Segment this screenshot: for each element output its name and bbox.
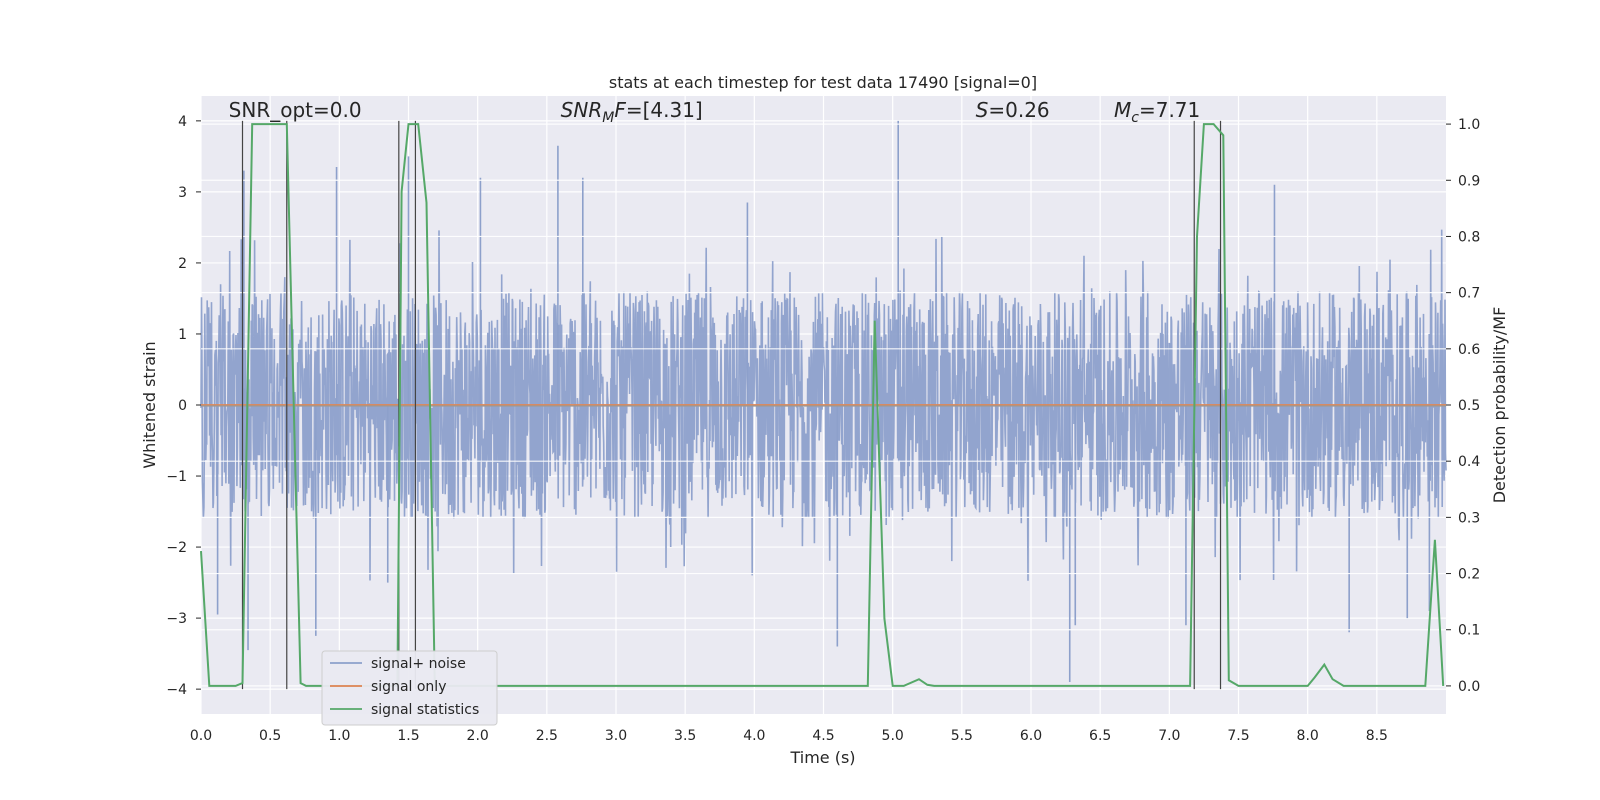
x-axis-label: Time (s) xyxy=(789,748,855,767)
legend-label-signal-only: signal only xyxy=(371,679,446,695)
annotation-3: Mc=7.71 xyxy=(1114,98,1200,126)
x-tick-label-13: 6.5 xyxy=(1089,728,1111,744)
x-tick-label-10: 5.0 xyxy=(882,728,904,744)
x-tick-label-14: 7.0 xyxy=(1158,728,1180,744)
y-left-tick-label-4: 0 xyxy=(178,398,187,414)
x-tick-label-17: 8.5 xyxy=(1366,728,1388,744)
x-tick-label-16: 8.0 xyxy=(1297,728,1319,744)
x-tick-label-7: 3.5 xyxy=(674,728,696,744)
y-right-tick-label-5: 0.5 xyxy=(1458,398,1480,414)
x-tick-label-12: 6.0 xyxy=(1020,728,1042,744)
x-tick-label-15: 7.5 xyxy=(1227,728,1249,744)
y-axis-left-label: Whitened strain xyxy=(140,341,159,468)
y-axis-right-label: Detection probability/MF xyxy=(1490,307,1509,504)
annotation-1: SNRMF=[4.31] xyxy=(561,98,703,126)
annotations: SNR_opt=0.0 SNRMF=[4.31] S=0.26 Mc=7.71 xyxy=(229,98,1201,126)
series-signal-only xyxy=(201,404,1446,407)
x-tick-label-2: 1.0 xyxy=(328,728,350,744)
y-right-tick-label-1: 0.1 xyxy=(1458,623,1480,639)
x-tick-label-4: 2.0 xyxy=(467,728,489,744)
y-left-tick-label-2: −2 xyxy=(166,540,187,556)
y-left-tick-labels: −4 −3 −2 −1 0 1 2 3 4 xyxy=(166,114,201,698)
y-right-tick-label-10: 1.0 xyxy=(1458,117,1480,133)
x-tick-label-9: 4.5 xyxy=(812,728,834,744)
x-tick-label-0: 0.0 xyxy=(190,728,212,744)
x-tick-label-6: 3.0 xyxy=(605,728,627,744)
legend-label-signal-statistics: signal statistics xyxy=(371,702,479,718)
y-right-tick-labels: 0.0 0.1 0.2 0.3 0.4 0.5 0.6 0.7 0.8 0.9 1.0 xyxy=(1446,117,1480,695)
y-left-tick-label-3: −1 xyxy=(166,469,187,485)
y-right-tick-label-3: 0.3 xyxy=(1458,510,1480,526)
x-tick-labels: 0.0 0.5 1.0 1.5 2.0 2.5 3.0 3.5 4.0 4.5 5.0 5.5 6.0 6… xyxy=(190,728,1388,744)
y-right-tick-label-8: 0.8 xyxy=(1458,229,1480,245)
y-left-tick-label-1: −3 xyxy=(166,611,187,627)
annotation-2: S=0.26 xyxy=(976,98,1050,122)
y-right-tick-label-2: 0.2 xyxy=(1458,567,1480,583)
y-right-tick-label-9: 0.9 xyxy=(1458,173,1480,189)
legend-box xyxy=(321,650,498,726)
y-right-tick-label-0: 0.0 xyxy=(1458,679,1480,695)
x-tick-label-3: 1.5 xyxy=(397,728,419,744)
x-tick-label-8: 4.0 xyxy=(743,728,765,744)
y-left-tick-label-5: 1 xyxy=(178,327,187,343)
y-left-tick-label-0: −4 xyxy=(166,682,187,698)
y-right-tick-label-7: 0.7 xyxy=(1458,286,1480,302)
y-left-tick-label-8: 4 xyxy=(178,114,187,130)
annotation-0: SNR_opt=0.0 xyxy=(229,98,362,122)
signal-statistics-line xyxy=(200,123,1445,687)
legend: signal+ noise signal only signal statist… xyxy=(321,650,498,726)
y-left-tick-label-7: 3 xyxy=(178,185,187,201)
x-tick-label-11: 5.5 xyxy=(951,728,973,744)
y-right-tick-label-6: 0.6 xyxy=(1458,342,1480,358)
y-right-tick-label-4: 0.4 xyxy=(1458,454,1480,470)
x-tick-label-5: 2.5 xyxy=(536,728,558,744)
x-tick-label-1: 0.5 xyxy=(259,728,281,744)
y-left-tick-label-6: 2 xyxy=(178,256,187,272)
legend-label-signal-noise: signal+ noise xyxy=(371,656,466,672)
series-signal-statistics xyxy=(200,123,1445,687)
chart-title: stats at each timestep for test data 174… xyxy=(609,73,1037,92)
